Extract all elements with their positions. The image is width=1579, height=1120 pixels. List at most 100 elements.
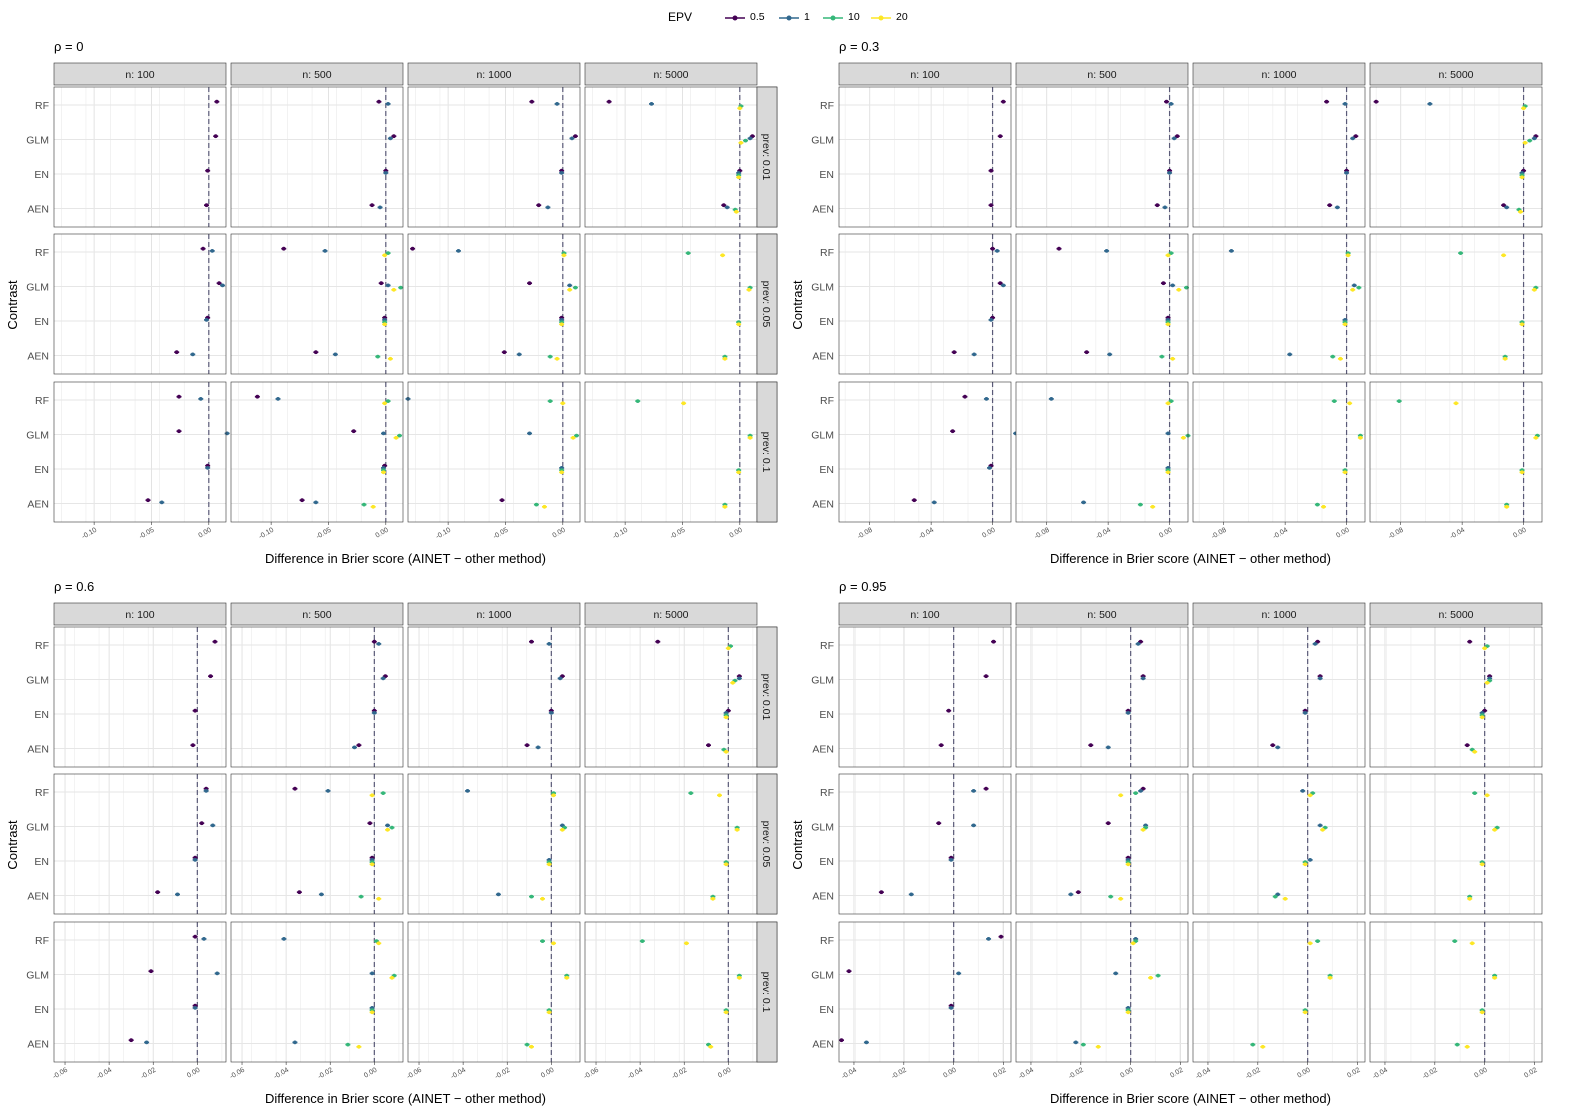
data-point <box>1335 205 1340 210</box>
facet-background <box>839 87 1011 227</box>
data-point <box>383 171 388 175</box>
data-point <box>1350 287 1355 292</box>
legend-label-20: 20 <box>896 11 908 23</box>
data-point <box>1353 134 1358 139</box>
data-point <box>984 786 988 791</box>
facet-border <box>838 381 1012 523</box>
facet-background <box>231 627 403 767</box>
data-point <box>995 249 1000 253</box>
facet-border <box>838 773 1012 915</box>
data-point <box>1480 715 1485 720</box>
data-point <box>1465 743 1470 748</box>
x-tick-label: -0.04 <box>1272 527 1289 541</box>
y-tick-label: EN <box>34 316 49 328</box>
data-point <box>1166 431 1170 436</box>
data-point <box>1343 102 1347 106</box>
data-point <box>376 896 381 901</box>
data-point <box>559 470 564 475</box>
data-point <box>193 934 198 939</box>
data-point <box>726 646 731 651</box>
y-tick-label: AEN <box>812 891 834 903</box>
data-point <box>998 134 1003 139</box>
facet-background <box>408 627 580 767</box>
y-axis-label: Contrast <box>790 280 805 330</box>
row-strip <box>756 921 778 1063</box>
data-point <box>1485 644 1490 648</box>
data-point <box>1503 356 1508 361</box>
data-point <box>1347 401 1352 406</box>
y-tick-label: GLM <box>811 135 834 147</box>
data-point <box>205 466 210 470</box>
facet-border <box>230 86 404 228</box>
panel-1: ρ = 0.3 Contrast Difference in Brier score… <box>756 39 1543 566</box>
column-strip-label: n: 100 <box>125 609 154 621</box>
data-point <box>155 890 160 895</box>
y-tick-label: EN <box>34 169 49 181</box>
facet-background <box>1193 234 1365 374</box>
facet-background <box>408 234 580 374</box>
x-tick-label: -0.04 <box>1372 1067 1389 1081</box>
x-tick-label: -0.04 <box>1018 1067 1035 1081</box>
data-point <box>1397 399 1402 403</box>
column-strip-label: n: 5000 <box>1438 609 1473 621</box>
x-tick-label: -0.02 <box>1067 1067 1084 1081</box>
y-tick-label: RF <box>820 247 834 259</box>
data-point <box>564 975 569 980</box>
data-point <box>971 823 976 828</box>
facet-background <box>1016 922 1188 1062</box>
data-point <box>370 1010 375 1015</box>
data-point <box>1504 504 1509 509</box>
y-tick-label: RF <box>820 395 834 407</box>
data-point <box>1181 435 1186 440</box>
data-point <box>1527 138 1532 143</box>
data-point <box>1150 504 1155 509</box>
data-point <box>1068 892 1073 897</box>
data-point <box>879 890 884 895</box>
facet-border <box>407 921 581 1063</box>
column-strip <box>838 62 1012 86</box>
data-point <box>323 249 327 253</box>
data-point <box>1303 862 1308 867</box>
data-point <box>681 401 686 406</box>
data-point <box>989 168 993 173</box>
column-strip <box>1192 602 1366 626</box>
data-point <box>1487 678 1492 683</box>
data-point <box>991 639 996 644</box>
data-point <box>560 401 565 406</box>
data-point <box>391 134 396 139</box>
facet-background <box>54 774 226 914</box>
data-point <box>549 711 554 715</box>
y-tick-label: RF <box>35 100 49 112</box>
facet-background <box>54 627 226 767</box>
y-tick-label: GLM <box>811 430 834 442</box>
x-tick-label: -0.04 <box>1449 527 1466 541</box>
data-point <box>1164 99 1169 104</box>
column-strip-label: n: 100 <box>910 609 939 621</box>
facet-background <box>1193 774 1365 914</box>
data-point <box>1318 823 1323 828</box>
data-point <box>1315 502 1320 507</box>
data-point <box>159 500 164 505</box>
data-point <box>1287 352 1292 357</box>
data-point <box>722 504 727 509</box>
data-point <box>567 283 572 288</box>
facet-border <box>407 626 581 768</box>
data-point <box>1374 99 1379 104</box>
column-strip-label: n: 1000 <box>476 609 511 621</box>
facet-border <box>1369 921 1543 1063</box>
data-point <box>385 823 390 828</box>
data-point <box>987 466 992 470</box>
y-tick-label: GLM <box>26 970 49 982</box>
data-point <box>352 745 357 750</box>
x-tick-label: -0.10 <box>612 527 629 541</box>
facet-background <box>1193 87 1365 227</box>
x-tick-label: -0.04 <box>627 1067 644 1081</box>
data-point <box>1533 435 1538 440</box>
facet-background <box>231 87 403 227</box>
row-strip <box>756 233 778 375</box>
y-tick-label: EN <box>34 856 49 868</box>
data-point <box>210 823 215 828</box>
data-point <box>386 251 390 256</box>
data-point <box>1270 743 1275 748</box>
